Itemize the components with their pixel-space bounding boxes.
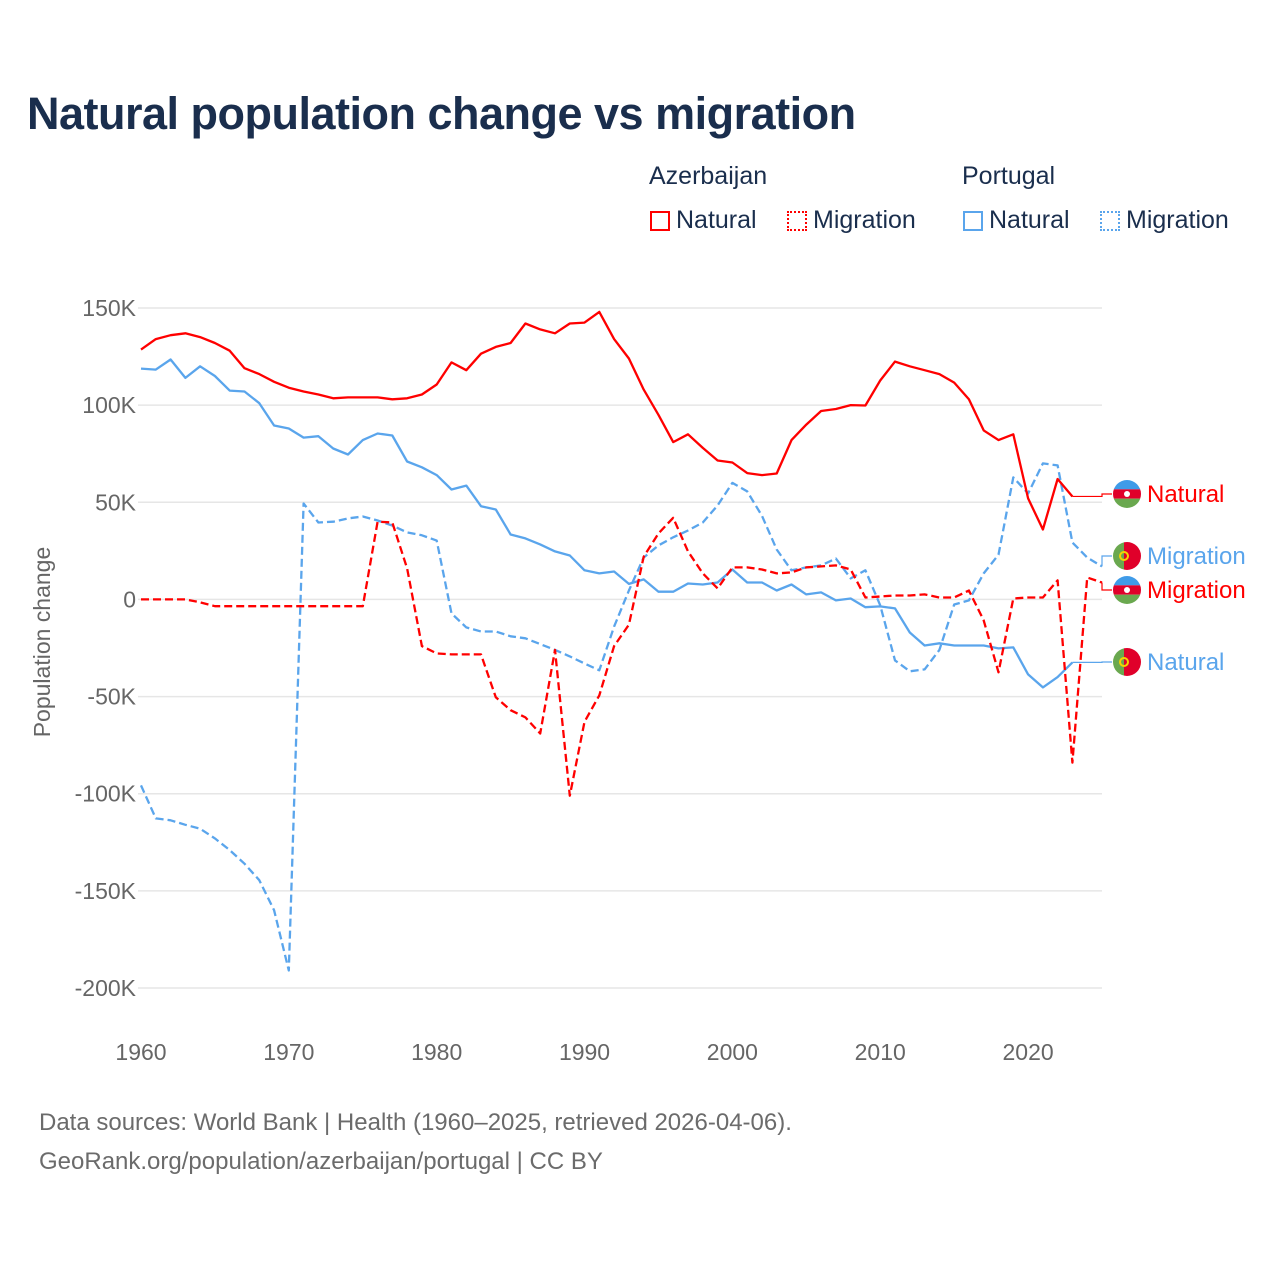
- legend-item-azerbaijan-natural[interactable]: Natural: [650, 206, 757, 235]
- crescent-icon: [1124, 587, 1130, 593]
- series-line-portugal-migration: [139, 462, 1103, 972]
- azerbaijan-flag-icon: [1113, 576, 1141, 604]
- legend-label: Natural: [989, 206, 1070, 234]
- y-tick-label: 150K: [82, 295, 136, 321]
- flag-body: [1113, 576, 1141, 604]
- x-tick-label: 2020: [1002, 1039, 1053, 1065]
- end-label: Natural: [1147, 649, 1224, 676]
- y-tick-label: 100K: [82, 392, 136, 418]
- emblem-icon: [1119, 657, 1129, 667]
- portugal-flag-icon: [1113, 648, 1141, 676]
- crescent-icon: [1124, 491, 1130, 497]
- dotted-swatch-icon: [787, 210, 807, 231]
- legend-item-azerbaijan-migration[interactable]: Migration: [787, 206, 916, 235]
- flag-stripe: [1113, 594, 1141, 604]
- label-leader-line: [1101, 555, 1112, 567]
- x-tick-label: 2000: [707, 1039, 758, 1065]
- y-tick-label: 50K: [95, 489, 137, 515]
- flag-body: [1113, 542, 1141, 570]
- y-tick-label: -100K: [75, 781, 137, 807]
- x-tick-label: 1970: [263, 1039, 314, 1065]
- flag-stripe: [1113, 542, 1124, 570]
- flag-stripe: [1124, 542, 1141, 570]
- flag-stripe: [1113, 648, 1124, 676]
- chart-title: Natural population change vs migration: [27, 88, 856, 139]
- end-label: Natural: [1147, 481, 1224, 508]
- y-tick-label: -150K: [75, 878, 137, 904]
- flag-stripe: [1113, 576, 1141, 586]
- y-tick-label: -50K: [87, 684, 136, 710]
- azerbaijan-flag-icon: [1113, 480, 1141, 508]
- x-tick-label: 1980: [411, 1039, 462, 1065]
- legend-item-portugal-migration[interactable]: Migration: [1100, 206, 1229, 235]
- end-label: Migration: [1147, 543, 1246, 570]
- emblem-icon: [1119, 551, 1129, 561]
- portugal-flag-icon: [1113, 542, 1141, 570]
- flag-body: [1113, 648, 1141, 676]
- legend-label: Migration: [1126, 206, 1229, 234]
- flag-body: [1113, 480, 1141, 508]
- dotted-swatch-icon: [1100, 210, 1120, 231]
- solid-swatch-icon: [963, 210, 983, 231]
- label-leader-line: [1072, 493, 1112, 498]
- legend-item-portugal-natural[interactable]: Natural: [963, 206, 1070, 235]
- end-label: Migration: [1147, 577, 1246, 604]
- y-tick-label: 0: [123, 586, 136, 612]
- legend-group-portugal: Portugal: [962, 162, 1056, 190]
- x-tick-label: 1960: [115, 1039, 166, 1065]
- legend-label: Natural: [676, 206, 757, 234]
- label-leader-line: [1101, 582, 1112, 591]
- series-line-portugal-natural: [140, 358, 1074, 689]
- series-line-azerbaijan-migration: [141, 516, 1103, 797]
- y-tick-label: -200K: [75, 975, 137, 1001]
- x-tick-label: 2010: [855, 1039, 906, 1065]
- solid-swatch-icon: [650, 210, 670, 231]
- y-axis-label: Population change: [29, 547, 55, 738]
- x-tick-label: 1990: [559, 1039, 610, 1065]
- flag-stripe: [1113, 480, 1141, 490]
- flag-stripe: [1124, 648, 1141, 676]
- data-source-text: Data sources: World Bank | Health (1960–…: [39, 1109, 792, 1136]
- attribution-link[interactable]: GeoRank.org/population/azerbaijan/portug…: [39, 1148, 603, 1175]
- flag-stripe: [1113, 498, 1141, 508]
- legend-group-azerbaijan: Azerbaijan: [649, 162, 768, 190]
- legend-label: Migration: [813, 206, 916, 234]
- series-line-azerbaijan-natural: [140, 310, 1074, 531]
